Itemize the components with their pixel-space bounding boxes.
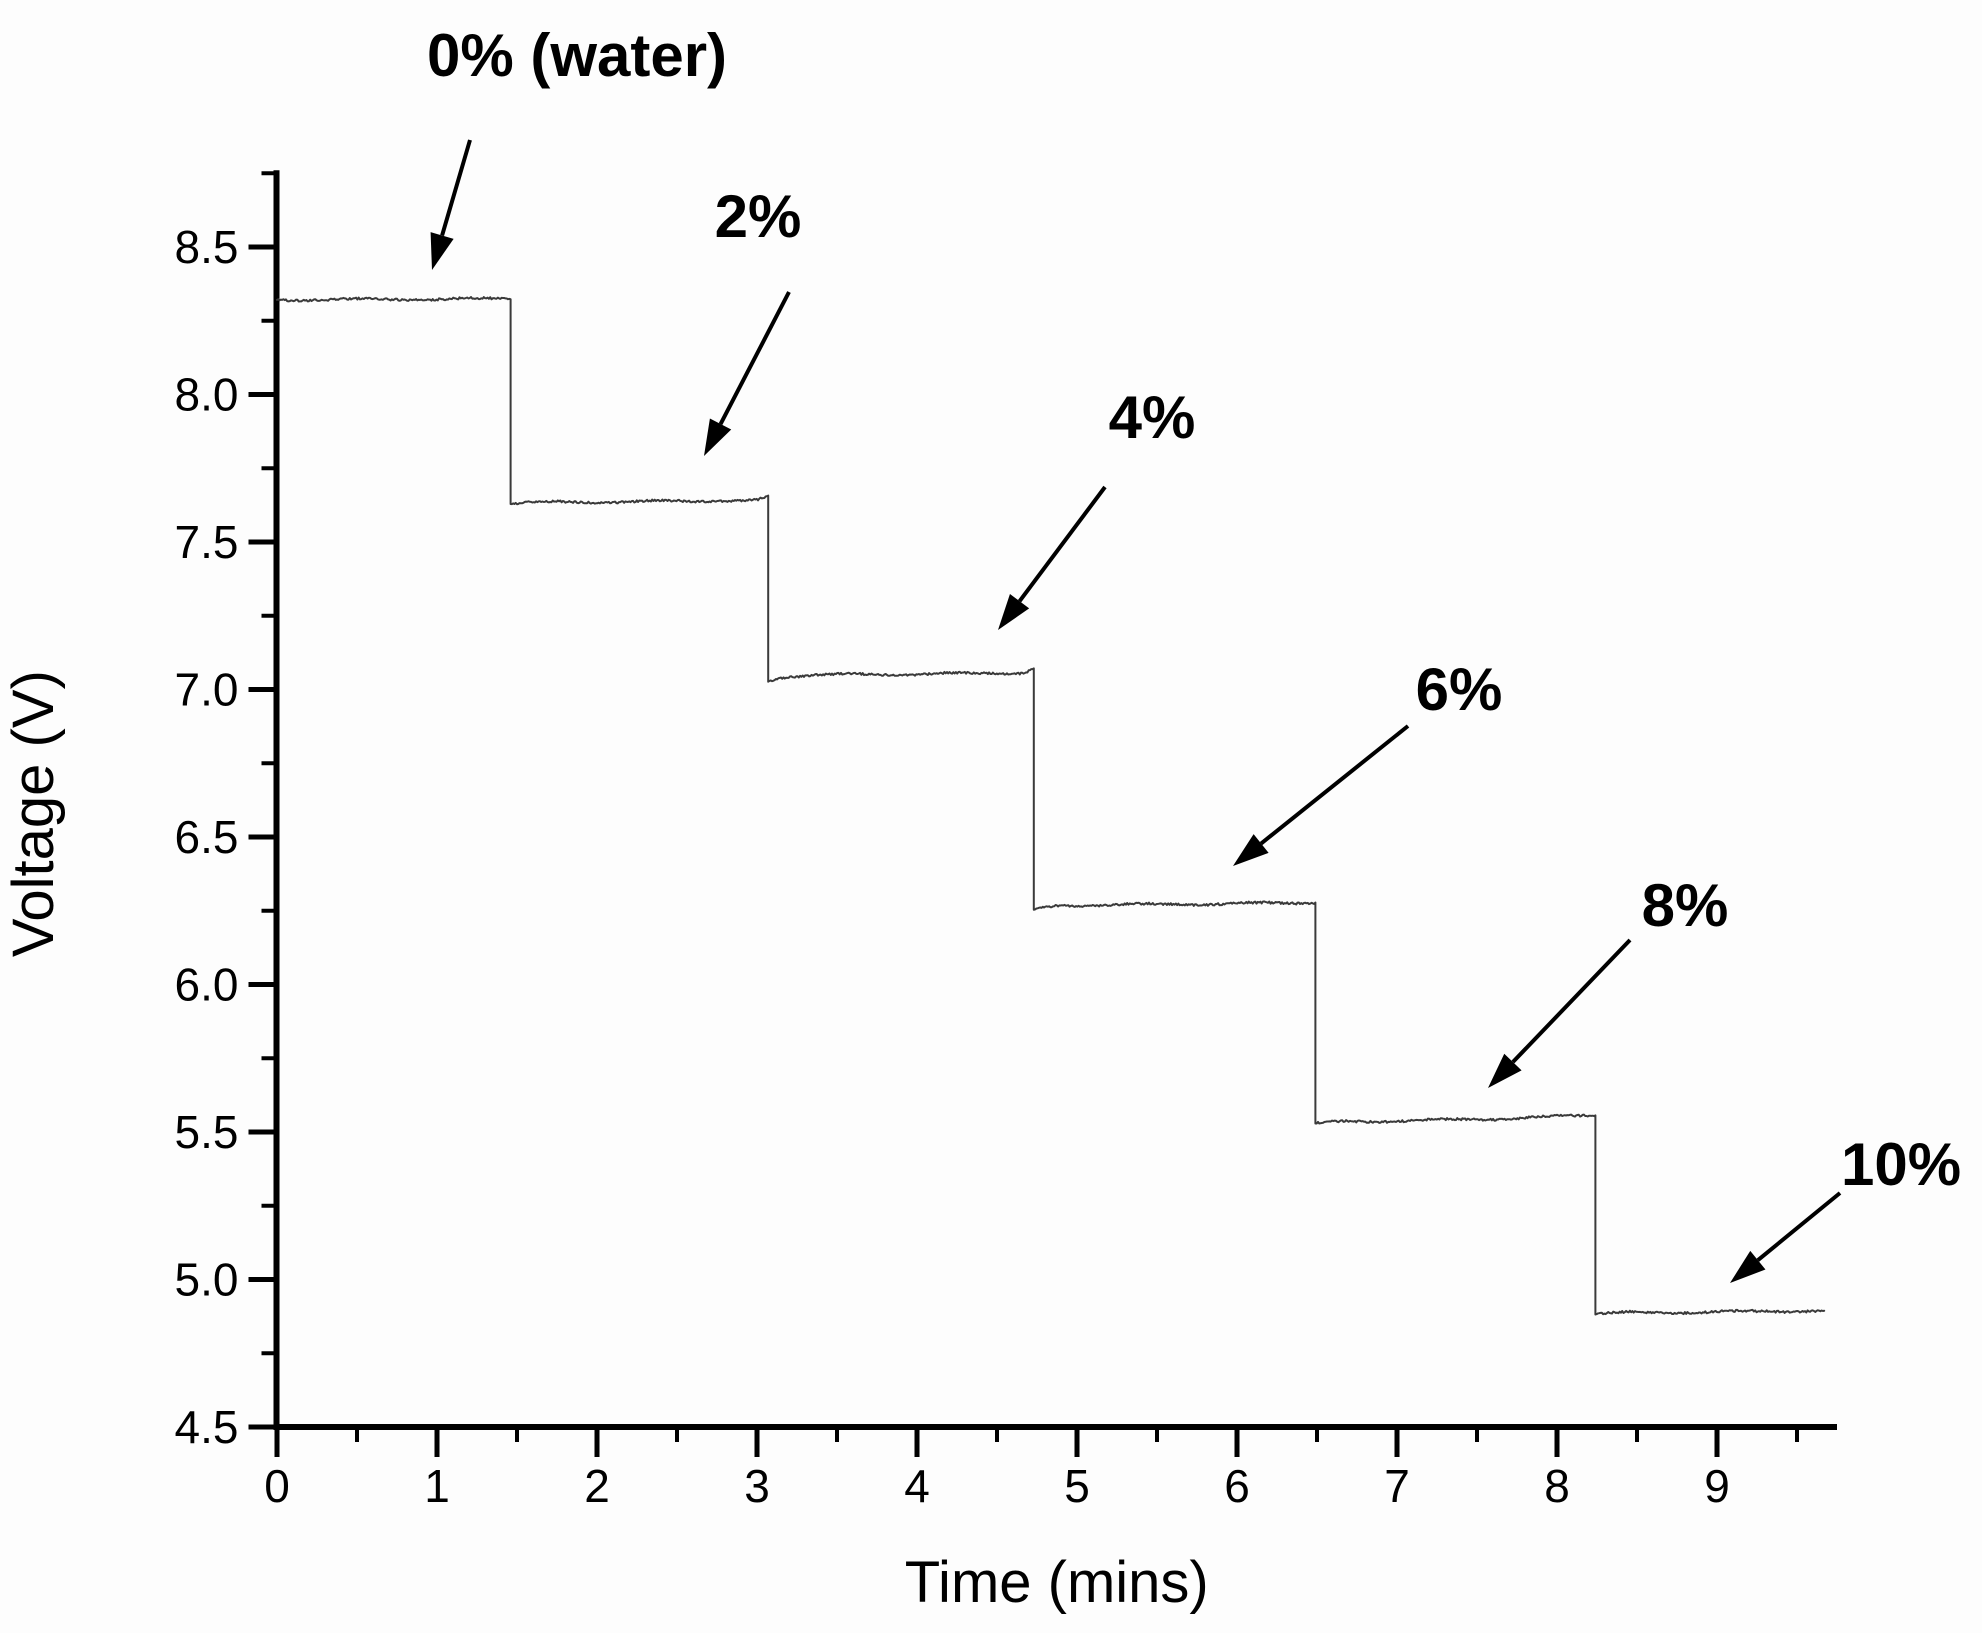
annotation-arrowhead bbox=[1730, 1250, 1766, 1283]
annotation-arrowhead bbox=[1233, 834, 1269, 866]
annotation-label: 0% (water) bbox=[427, 22, 727, 89]
annotation-arrowhead bbox=[704, 418, 732, 456]
annotation-arrow bbox=[1017, 485, 1107, 603]
x-tick-label: 7 bbox=[1384, 1460, 1410, 1512]
y-tick-label: 7.0 bbox=[175, 664, 239, 716]
y-tick-label: 5.5 bbox=[175, 1106, 239, 1158]
annotation-arrowhead bbox=[1488, 1053, 1522, 1088]
annotation-label: 4% bbox=[1109, 384, 1196, 451]
y-tick-label: 7.5 bbox=[175, 516, 239, 568]
annotation-label: 8% bbox=[1642, 872, 1729, 939]
annotation-label: 6% bbox=[1416, 656, 1503, 723]
x-tick-label: 4 bbox=[904, 1460, 930, 1512]
y-tick-label: 8.0 bbox=[175, 369, 239, 421]
y-tick-label: 5.0 bbox=[175, 1254, 239, 1306]
x-tick-label: 3 bbox=[744, 1460, 770, 1512]
annotation-label: 10% bbox=[1841, 1131, 1961, 1198]
x-tick-label: 5 bbox=[1064, 1460, 1090, 1512]
x-tick-label: 9 bbox=[1704, 1460, 1730, 1512]
annotation-arrow bbox=[718, 291, 791, 425]
y-tick-label: 6.0 bbox=[175, 959, 239, 1011]
y-axis-title: Voltage (V) bbox=[1, 670, 66, 957]
x-tick-label: 2 bbox=[584, 1460, 610, 1512]
x-tick-label: 6 bbox=[1224, 1460, 1250, 1512]
annotation-arrow bbox=[1511, 938, 1632, 1064]
annotation-label: 2% bbox=[715, 183, 802, 250]
annotation-arrow bbox=[1259, 724, 1410, 846]
data-series-line bbox=[276, 296, 1826, 1316]
annotation-arrow bbox=[440, 139, 472, 237]
annotation-arrowhead bbox=[430, 232, 454, 270]
annotation-arrow bbox=[1756, 1191, 1842, 1262]
annotation-arrowhead bbox=[998, 593, 1030, 630]
y-tick-label: 6.5 bbox=[175, 811, 239, 863]
y-tick-label: 4.5 bbox=[175, 1401, 239, 1453]
x-tick-label: 0 bbox=[264, 1460, 290, 1512]
x-tick-label: 1 bbox=[424, 1460, 450, 1512]
x-tick-label: 8 bbox=[1544, 1460, 1570, 1512]
x-axis-title: Time (mins) bbox=[905, 1550, 1209, 1615]
y-tick-label: 8.5 bbox=[175, 221, 239, 273]
